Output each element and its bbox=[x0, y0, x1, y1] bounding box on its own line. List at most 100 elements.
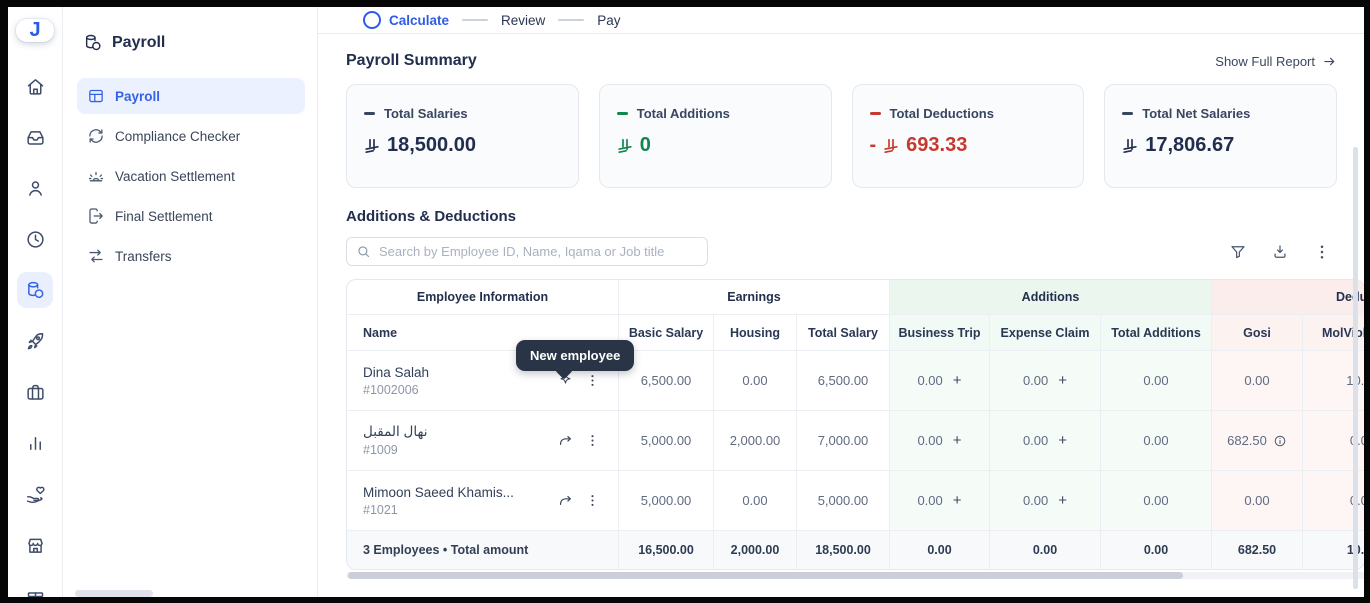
dash-icon bbox=[616, 111, 628, 116]
transfer-arrow-icon[interactable] bbox=[557, 492, 574, 509]
footer-housing-total: 2,000.00 bbox=[714, 531, 797, 569]
show-full-report-link[interactable]: Show Full Report bbox=[1215, 54, 1337, 69]
row-kebab-icon[interactable] bbox=[585, 373, 600, 388]
footer-business-trip-total: 0.00 bbox=[890, 531, 990, 569]
table-icon bbox=[89, 89, 103, 103]
card-label: Total Salaries bbox=[384, 106, 468, 121]
download-icon[interactable] bbox=[1271, 243, 1289, 261]
amount: 0.00 bbox=[1022, 373, 1049, 388]
arrow-right-icon bbox=[1324, 57, 1335, 65]
kebab-menu-icon[interactable] bbox=[1313, 243, 1331, 261]
gosi-value: 0.00 bbox=[1212, 471, 1303, 530]
footer-total-additions-total: 0.00 bbox=[1101, 531, 1212, 569]
vertical-scrollbar[interactable] bbox=[1353, 147, 1358, 589]
add-business-trip-button[interactable]: + bbox=[952, 492, 962, 509]
horizontal-scrollbar[interactable] bbox=[346, 572, 1364, 579]
bar-chart-icon[interactable] bbox=[17, 425, 53, 461]
step-calculate[interactable]: Calculate bbox=[363, 11, 449, 29]
minus-sign: - bbox=[869, 134, 877, 156]
group-additions: Additions bbox=[890, 280, 1212, 314]
amount: 0.00 bbox=[917, 493, 943, 508]
page-title: Payroll Summary bbox=[346, 52, 477, 69]
expense-claim-value: 0.00 + bbox=[990, 411, 1101, 470]
payroll-table: Employee Information Earnings Additions … bbox=[346, 279, 1364, 570]
footer-gosi-total: 682.50 bbox=[1212, 531, 1303, 569]
home-icon[interactable] bbox=[17, 68, 53, 104]
add-business-trip-button[interactable]: + bbox=[952, 432, 962, 449]
employee-name: Mimoon Saeed Khamis... bbox=[363, 484, 514, 500]
hand-heart-icon[interactable] bbox=[17, 476, 53, 512]
col-housing: Housing bbox=[714, 315, 797, 350]
filter-icon[interactable] bbox=[1229, 243, 1247, 261]
employee-cell[interactable]: Dina Salah #1002006 bbox=[347, 351, 619, 410]
sidebar-item-transfers[interactable]: Transfers bbox=[77, 238, 305, 274]
summary-cards: Total Salaries 18,500.00 Total Additions… bbox=[346, 84, 1337, 188]
business-trip-value: 0.00 + bbox=[890, 471, 990, 530]
basic-salary-value: 6,500.00 bbox=[619, 351, 714, 410]
card-value: 18,500.00 bbox=[387, 134, 476, 156]
total-additions-value: 0.00 bbox=[1101, 471, 1212, 530]
employee-id: #1009 bbox=[363, 443, 398, 457]
total-additions-value: 0.00 bbox=[1101, 411, 1212, 470]
step-connector bbox=[462, 19, 489, 21]
sidebar: Payroll Payroll Compliance Checker Vacat… bbox=[63, 7, 318, 597]
sidebar-item-final-settlement[interactable]: Final Settlement bbox=[77, 198, 305, 234]
col-expense-claim: Expense Claim bbox=[990, 315, 1101, 350]
payroll-stepper: Calculate Review Pay bbox=[318, 7, 1364, 34]
info-icon[interactable] bbox=[1273, 434, 1287, 448]
search-input[interactable] bbox=[346, 237, 708, 266]
card-total-net-salaries: Total Net Salaries 17,806.67 bbox=[1104, 84, 1337, 188]
col-business-trip: Business Trip bbox=[890, 315, 990, 350]
horizontal-scrollbar-thumb[interactable] bbox=[348, 572, 1183, 579]
sidebar-item-vacation-settlement[interactable]: Vacation Settlement bbox=[77, 158, 305, 194]
step-connector bbox=[558, 19, 585, 21]
payroll-coins-icon[interactable] bbox=[17, 272, 53, 308]
card-total-deductions: Total Deductions - 693.33 bbox=[851, 84, 1085, 188]
inbox-icon[interactable] bbox=[17, 119, 53, 155]
store-icon[interactable] bbox=[17, 527, 53, 563]
row-kebab-icon[interactable] bbox=[585, 433, 600, 448]
basic-salary-value: 5,000.00 bbox=[619, 411, 714, 470]
gosi-value: 682.50 bbox=[1212, 411, 1303, 470]
col-name: Name bbox=[347, 315, 619, 350]
logout-icon bbox=[89, 208, 103, 224]
rocket-icon[interactable] bbox=[17, 323, 53, 359]
table-row: نهال المقبل #1009 5,000.00 2,000.00 7,00… bbox=[347, 411, 1364, 471]
expense-claim-value: 0.00 + bbox=[990, 471, 1101, 530]
search-box bbox=[346, 237, 708, 266]
gift-icon[interactable] bbox=[17, 578, 53, 597]
card-value: 693.33 bbox=[906, 134, 968, 156]
dash-icon bbox=[869, 111, 881, 116]
total-salary-value: 6,500.00 bbox=[797, 351, 890, 410]
row-kebab-icon[interactable] bbox=[585, 493, 600, 508]
scrollbar-thumb[interactable] bbox=[75, 590, 153, 597]
amount: 0.00 bbox=[1022, 493, 1049, 508]
total-salary-value: 5,000.00 bbox=[797, 471, 890, 530]
employee-cell[interactable]: نهال المقبل #1009 bbox=[347, 411, 619, 470]
app-logo[interactable]: J bbox=[16, 19, 54, 42]
amount: 0.00 bbox=[917, 433, 943, 448]
briefcase-icon[interactable] bbox=[17, 374, 53, 410]
sidebar-item-label: Compliance Checker bbox=[115, 128, 241, 144]
transfer-arrow-icon[interactable] bbox=[557, 432, 574, 449]
transfers-icon bbox=[89, 249, 103, 263]
step-review[interactable]: Review bbox=[501, 13, 545, 28]
clock-icon[interactable] bbox=[17, 221, 53, 257]
sidebar-item-payroll[interactable]: Payroll bbox=[77, 78, 305, 114]
add-expense-claim-button[interactable]: + bbox=[1058, 432, 1068, 449]
main-content: Calculate Review Pay Payroll Summary Sho… bbox=[318, 7, 1364, 597]
footer-basic-salary-total: 16,500.00 bbox=[619, 531, 714, 569]
add-business-trip-button[interactable]: + bbox=[952, 372, 962, 389]
card-total-salaries: Total Salaries 18,500.00 bbox=[346, 84, 579, 188]
group-employee-information: Employee Information bbox=[347, 280, 619, 314]
sidebar-item-compliance-checker[interactable]: Compliance Checker bbox=[77, 118, 305, 154]
sidebar-title-label: Payroll bbox=[112, 34, 166, 51]
employee-name: Dina Salah bbox=[363, 364, 430, 380]
add-expense-claim-button[interactable]: + bbox=[1058, 372, 1068, 389]
person-icon[interactable] bbox=[17, 170, 53, 206]
employee-cell[interactable]: Mimoon Saeed Khamis... #1021 bbox=[347, 471, 619, 530]
step-pay[interactable]: Pay bbox=[597, 13, 620, 28]
add-expense-claim-button[interactable]: + bbox=[1058, 492, 1068, 509]
col-gosi: Gosi bbox=[1212, 315, 1303, 350]
step-label: Calculate bbox=[389, 12, 450, 28]
